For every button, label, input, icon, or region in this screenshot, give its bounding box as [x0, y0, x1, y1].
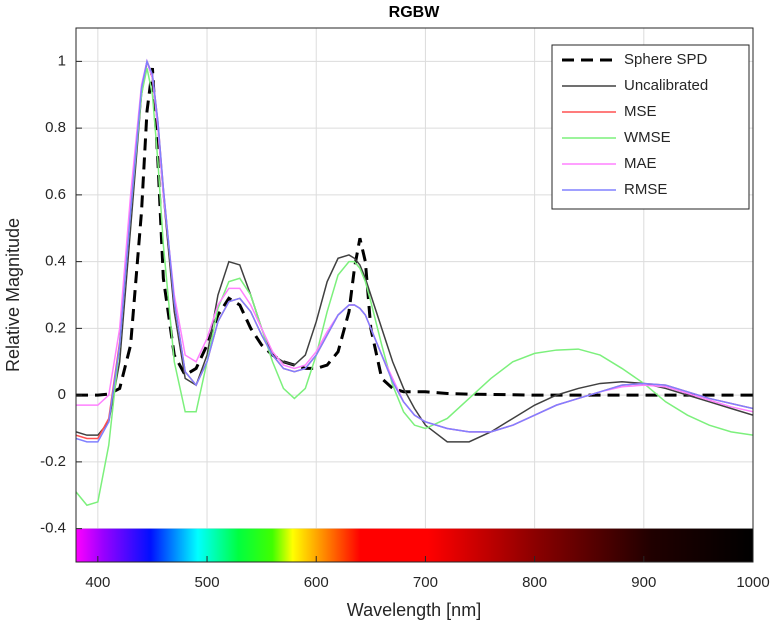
legend-label: MSE — [624, 103, 657, 120]
y-tick-label: 0.8 — [45, 119, 66, 136]
y-axis-label: Relative Magnitude — [3, 218, 23, 372]
axes-box — [75, 27, 754, 563]
x-tick-label: 800 — [522, 574, 547, 591]
y-tick-label: -0.4 — [40, 520, 66, 537]
y-tick-label: 1 — [58, 52, 66, 69]
legend-box — [551, 44, 750, 210]
x-tick-label: 900 — [631, 574, 656, 591]
legend-label: WMSE — [624, 129, 671, 146]
x-tick-label: 1000 — [736, 574, 769, 591]
y-tick-label: 0.4 — [45, 253, 66, 270]
series-line — [76, 58, 753, 443]
x-axis-label: Wavelength [nm] — [347, 600, 481, 620]
x-tick-label: 500 — [195, 574, 220, 591]
x-tick-label: 700 — [413, 574, 438, 591]
legend-label: Uncalibrated — [624, 77, 708, 94]
spectrum-bar — [76, 528, 753, 562]
legend-label: MAE — [624, 155, 657, 172]
y-tick-label: 0 — [58, 386, 66, 403]
legend-label: Sphere SPD — [624, 51, 708, 68]
lines — [76, 58, 753, 507]
y-tick-label: 0.2 — [45, 319, 66, 336]
y-tick-label: 0.6 — [45, 186, 66, 203]
y-tick-label: -0.2 — [40, 453, 66, 470]
series-line — [76, 67, 753, 507]
legend-label: RMSE — [624, 181, 667, 198]
x-tick-label: 600 — [304, 574, 329, 591]
legend: Sphere SPD Uncalibrated MSE WMSE MAE RMSE — [551, 44, 750, 210]
x-tick-label: 400 — [85, 574, 110, 591]
chart-title: RGBW — [389, 4, 441, 21]
